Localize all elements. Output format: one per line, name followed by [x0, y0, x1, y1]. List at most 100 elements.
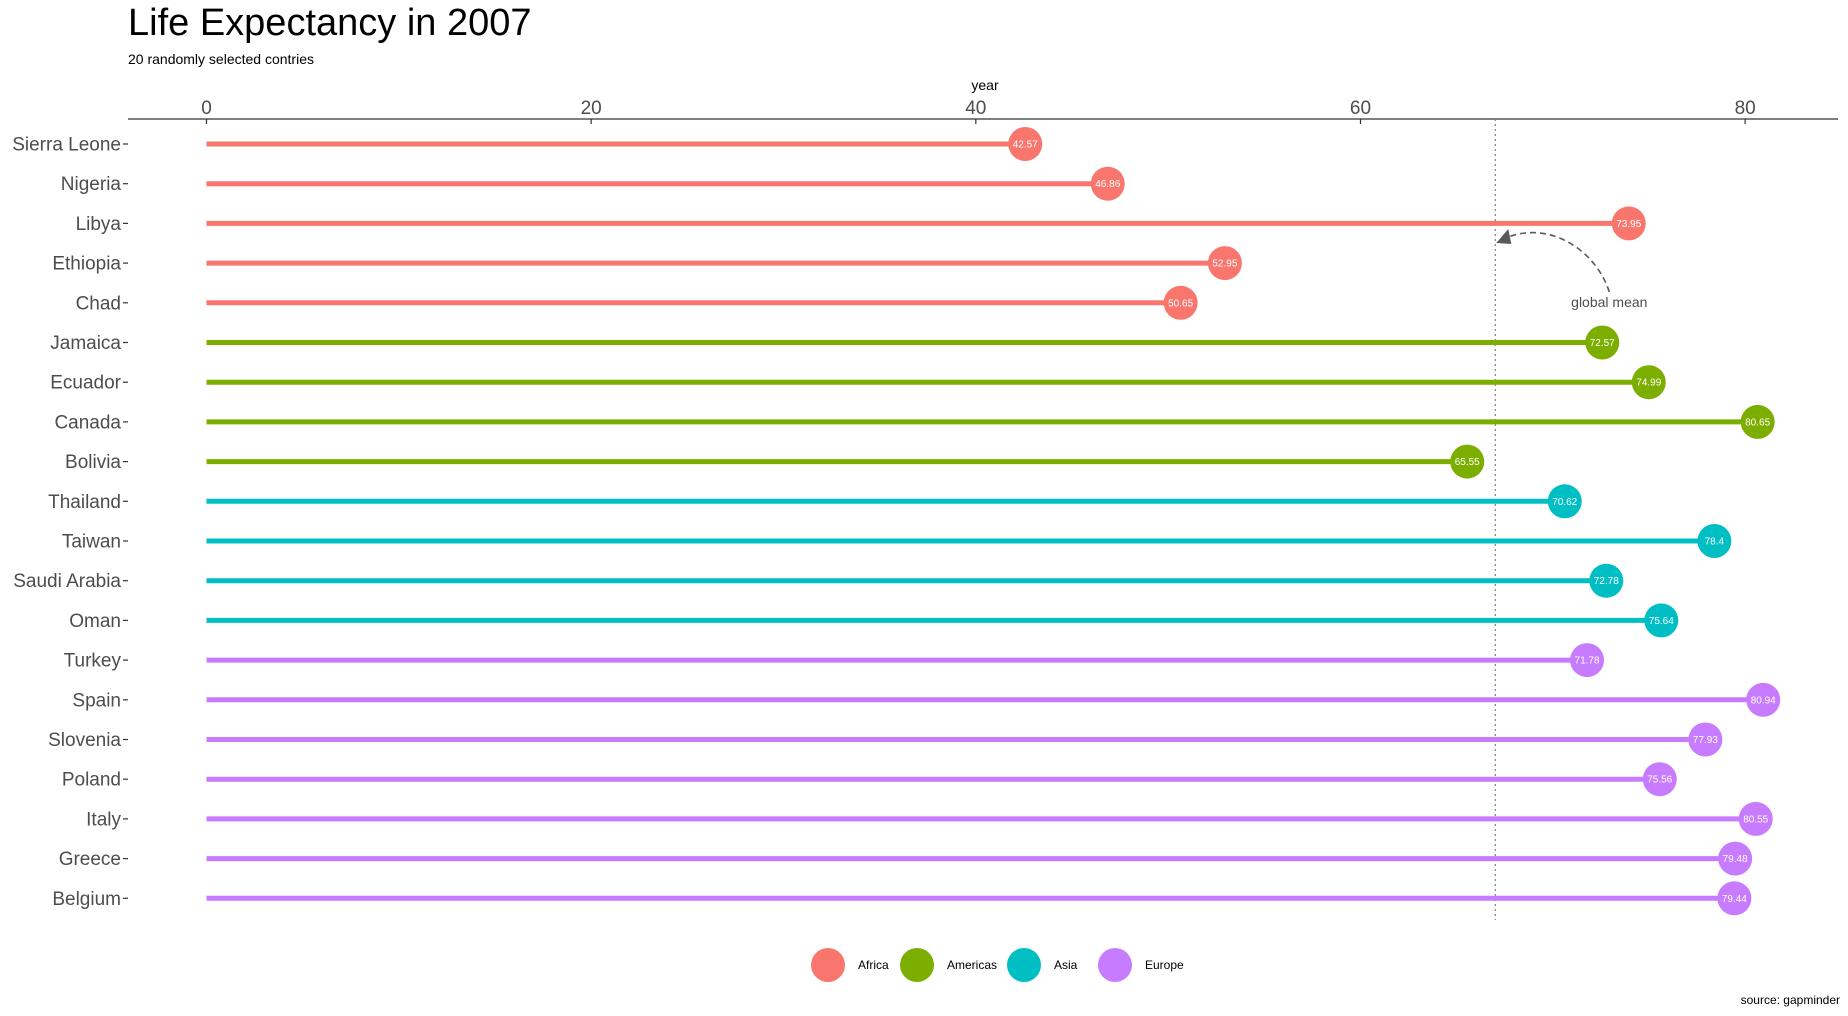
- global-mean-annotation: global mean: [1571, 294, 1647, 310]
- legend-key: [1007, 948, 1041, 982]
- country-label: Belgium: [52, 889, 121, 910]
- legend-label: Americas: [947, 958, 997, 972]
- lollipop-series: Sierra Leone 42.57 Nigeria 46.86 Libya 73.95 E…: [12, 127, 1781, 916]
- lollipop-row: Spain 80.94: [72, 682, 1781, 717]
- value-label: 71.78: [1575, 656, 1600, 667]
- value-label: 80.94: [1751, 695, 1776, 706]
- lollipop-row: Belgium 79.44: [52, 881, 1752, 916]
- legend: Africa Americas Asia Europe: [811, 948, 1184, 982]
- lollipop-point: [1450, 444, 1485, 479]
- lollipop-row: Nigeria 46.86: [61, 166, 1125, 201]
- value-label: 52.95: [1212, 259, 1237, 270]
- legend-item: Americas: [900, 948, 997, 982]
- x-tick-label: 40: [965, 98, 986, 119]
- country-label: Libya: [76, 214, 122, 235]
- country-label: Bolivia: [65, 452, 121, 473]
- lollipop-row: Jamaica 72.57: [50, 325, 1620, 360]
- lollipop-point: [1611, 206, 1646, 241]
- country-label: Thailand: [48, 492, 121, 513]
- lollipop-point: [1008, 127, 1043, 161]
- country-label: Saudi Arabia: [13, 571, 121, 592]
- value-label: 74.99: [1636, 378, 1661, 389]
- chart-subtitle: 20 randomly selected contries: [128, 51, 314, 67]
- legend-key: [811, 948, 845, 982]
- global-mean-layer: global mean: [1494, 119, 1647, 920]
- lollipop-point: [1547, 484, 1582, 519]
- value-label: 46.86: [1095, 179, 1120, 190]
- lollipop-row: Italy 80.55: [86, 801, 1773, 836]
- lollipop-point: [1697, 524, 1732, 558]
- lollipop-point: [1207, 246, 1242, 281]
- legend-label: Africa: [858, 958, 889, 972]
- lollipop-row: Slovenia 77.93: [48, 722, 1723, 757]
- x-tick-label: 60: [1350, 98, 1371, 119]
- value-label: 65.55: [1455, 457, 1480, 468]
- lollipop-point: [1746, 682, 1781, 717]
- lollipop-row: Poland 75.56: [62, 762, 1677, 797]
- value-label: 77.93: [1693, 735, 1718, 746]
- value-label: 72.78: [1594, 576, 1619, 587]
- lollipop-row: Bolivia 65.55: [65, 444, 1485, 479]
- legend-item: Europe: [1098, 948, 1184, 982]
- lollipop-point: [1585, 325, 1620, 360]
- legend-label: Europe: [1145, 958, 1184, 972]
- legend-key: [900, 948, 934, 982]
- lollipop-row: Chad 50.65: [76, 285, 1198, 320]
- legend-item: Africa: [811, 948, 889, 982]
- lollipop-point: [1717, 881, 1752, 916]
- lollipop-row: Turkey 71.78: [64, 643, 1605, 678]
- lollipop-point: [1631, 365, 1666, 400]
- country-label: Poland: [62, 770, 121, 791]
- lollipop-row: Ecuador 74.99: [50, 365, 1666, 400]
- lollipop-row: Greece 79.48: [59, 841, 1753, 876]
- x-axis-title: year: [971, 77, 999, 93]
- country-label: Spain: [72, 690, 121, 711]
- lollipop-row: Taiwan 78.4: [62, 524, 1732, 558]
- lollipop-point: [1163, 285, 1198, 320]
- lollipop-row: Thailand 70.62: [48, 484, 1582, 519]
- value-label: 42.57: [1013, 140, 1038, 151]
- country-label: Canada: [54, 412, 121, 433]
- country-label: Chad: [76, 293, 121, 314]
- country-label: Slovenia: [48, 730, 121, 751]
- x-tick-label: 0: [201, 98, 212, 119]
- country-label: Italy: [86, 809, 121, 830]
- lollipop-row: Ethiopia 52.95: [52, 246, 1242, 281]
- lollipop-point: [1589, 563, 1624, 598]
- x-axis-ticks: 0 20 40 60 80: [201, 98, 1756, 124]
- chart-caption: source: gapminder: [1741, 993, 1840, 1007]
- lollipop-point: [1644, 603, 1679, 638]
- lollipop-point: [1090, 166, 1125, 201]
- country-label: Oman: [69, 611, 121, 632]
- country-label: Ecuador: [50, 373, 121, 394]
- country-label: Jamaica: [50, 333, 121, 354]
- value-label: 79.48: [1723, 854, 1748, 865]
- country-label: Greece: [59, 849, 121, 870]
- value-label: 75.64: [1649, 616, 1674, 627]
- lollipop-row: Libya 73.95: [76, 206, 1646, 241]
- country-label: Nigeria: [61, 174, 122, 195]
- lollipop-row: Sierra Leone 42.57: [12, 127, 1043, 161]
- country-label: Taiwan: [62, 532, 121, 553]
- value-label: 80.55: [1743, 814, 1768, 825]
- annotation-arrow: [1500, 231, 1611, 293]
- country-label: Ethiopia: [52, 254, 121, 275]
- value-label: 50.65: [1168, 298, 1193, 309]
- lollipop-point: [1570, 643, 1605, 678]
- lollipop-point: [1738, 801, 1773, 836]
- chart-title: Life Expectancy in 2007: [128, 2, 532, 44]
- value-label: 73.95: [1616, 219, 1641, 230]
- country-label: Sierra Leone: [12, 135, 121, 156]
- lollipop-point: [1642, 762, 1677, 797]
- lollipop-row: Oman 75.64: [69, 603, 1679, 638]
- value-label: 75.56: [1647, 775, 1672, 786]
- lollipop-point: [1740, 404, 1775, 439]
- lollipop-row: Canada 80.65: [54, 404, 1775, 439]
- value-label: 80.65: [1745, 417, 1770, 428]
- legend-label: Asia: [1054, 958, 1078, 972]
- lollipop-row: Saudi Arabia 72.78: [13, 563, 1624, 598]
- value-label: 78.4: [1705, 537, 1725, 548]
- value-label: 79.44: [1722, 894, 1747, 905]
